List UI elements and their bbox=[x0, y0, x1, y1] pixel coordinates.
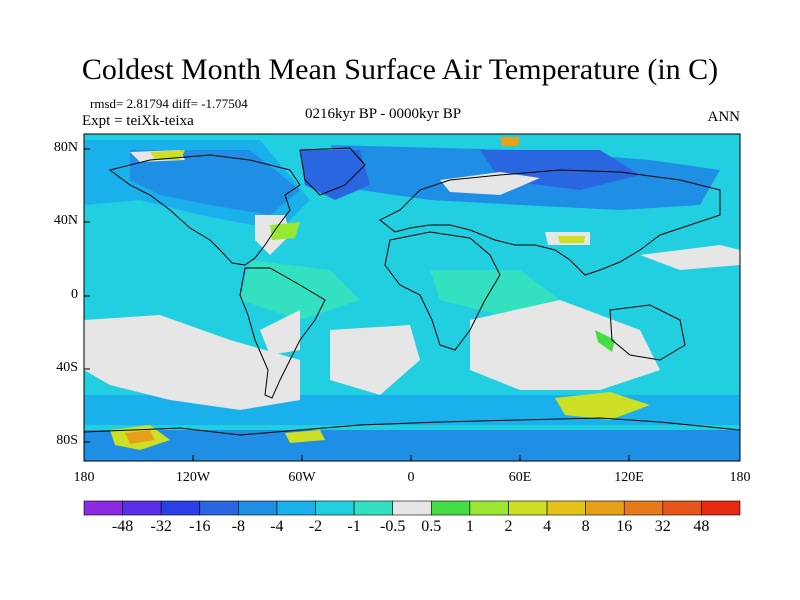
warm-patch-antarctic-west-core bbox=[125, 430, 155, 444]
colorbar-swatch bbox=[353, 500, 394, 516]
colorbar-label: 16 bbox=[616, 518, 633, 535]
colorbar-swatch bbox=[430, 500, 471, 516]
x-tick-0: 0 bbox=[407, 470, 415, 485]
colorbar-label: 48 bbox=[693, 518, 710, 535]
x-tick-60E: 60E bbox=[508, 470, 532, 485]
colorbar-swatch bbox=[392, 500, 432, 516]
colorbar-swatch bbox=[83, 500, 123, 516]
period-label: 0216kyr BP - 0000kyr BP bbox=[305, 106, 462, 122]
x-tick-180-left: 180 bbox=[73, 470, 95, 485]
light-patch-atlantic bbox=[240, 260, 360, 320]
colorbar-swatch bbox=[508, 500, 548, 516]
coast-antarctica bbox=[83, 417, 741, 436]
neutral-south-atlantic bbox=[330, 325, 420, 395]
warm-patch-svalbard bbox=[500, 137, 520, 146]
colorbar-label: -16 bbox=[189, 518, 211, 535]
colorbar-swatch bbox=[662, 500, 702, 516]
colorbar-label: -0.5 bbox=[380, 518, 406, 535]
colorbar-label: -32 bbox=[150, 518, 172, 535]
neutral-west-pacific bbox=[640, 245, 740, 270]
y-tick-40S: 40S bbox=[56, 360, 78, 375]
colorbar-label: 32 bbox=[654, 518, 671, 535]
colorbar-label: 1 bbox=[465, 518, 474, 535]
y-tick-40N: 40N bbox=[53, 213, 78, 228]
experiment-label: Expt = teiXk-teixa bbox=[82, 113, 194, 129]
colorbar-swatch bbox=[623, 500, 664, 516]
colorbar-label: -1 bbox=[347, 518, 361, 535]
map-frame bbox=[83, 133, 741, 462]
colorbar-swatch bbox=[122, 500, 162, 516]
warm-patch-ross bbox=[285, 430, 325, 443]
x-tick-60W: 60W bbox=[288, 470, 316, 485]
y-tick-80S: 80S bbox=[56, 433, 78, 448]
field-regions bbox=[84, 137, 740, 461]
neutral-east-pacific bbox=[260, 310, 300, 355]
colorbar-label: 8 bbox=[581, 518, 590, 535]
coast-north-america bbox=[108, 154, 301, 266]
colorbar-swatch bbox=[199, 500, 239, 516]
colorbar-label: 0.5 bbox=[421, 518, 442, 535]
warm-patch-tibet bbox=[558, 236, 585, 243]
neutral-indian-ocean bbox=[470, 300, 660, 390]
colorbar-swatch bbox=[276, 500, 316, 516]
y-tick-0: 0 bbox=[71, 287, 78, 302]
colorbar-label: -8 bbox=[231, 518, 246, 535]
colorbar bbox=[83, 500, 741, 516]
coastlines bbox=[83, 147, 741, 436]
colorbar-swatch bbox=[315, 500, 355, 516]
colorbar-swatch bbox=[238, 500, 278, 516]
colorbar-label: -2 bbox=[308, 518, 323, 535]
colorbar-label: 2 bbox=[504, 518, 513, 535]
coast-south-america bbox=[239, 267, 326, 399]
coast-europe-asia bbox=[379, 169, 721, 276]
colorbar-swatch bbox=[546, 500, 586, 516]
cold-region-north-america bbox=[130, 150, 300, 215]
y-tick-80N: 80N bbox=[53, 140, 78, 155]
colorbar-swatch bbox=[469, 500, 509, 516]
x-tick-120W: 120W bbox=[175, 470, 211, 485]
chart-title: Coldest Month Mean Surface Air Temperatu… bbox=[81, 53, 719, 86]
coast-australia bbox=[609, 304, 686, 361]
warm-patch-antarctic-east bbox=[555, 392, 650, 420]
colorbar-swatch bbox=[701, 500, 741, 516]
season-label: ANN bbox=[707, 109, 741, 125]
neutral-siberia bbox=[440, 172, 540, 195]
axis-ticks bbox=[83, 148, 741, 461]
x-tick-180-right: 180 bbox=[729, 470, 751, 485]
colorbar-label: 4 bbox=[543, 518, 552, 535]
warm-patch-australia bbox=[595, 330, 615, 352]
stats-text: rmsd= 2.81794 diff= -1.77504 bbox=[90, 96, 248, 111]
coast-africa bbox=[384, 231, 501, 351]
colorbar-swatch bbox=[585, 500, 625, 516]
light-patch-indian bbox=[430, 270, 560, 315]
colorbar-label: -48 bbox=[111, 518, 134, 535]
cool-band-antarctic bbox=[84, 430, 740, 461]
colorbar-label: -4 bbox=[270, 518, 284, 535]
neutral-south-pacific bbox=[84, 315, 300, 410]
colorbar-swatch bbox=[160, 500, 201, 516]
coast-greenland bbox=[299, 147, 366, 196]
x-tick-120E: 120E bbox=[614, 470, 644, 485]
coldest-region-greenland bbox=[300, 150, 370, 200]
